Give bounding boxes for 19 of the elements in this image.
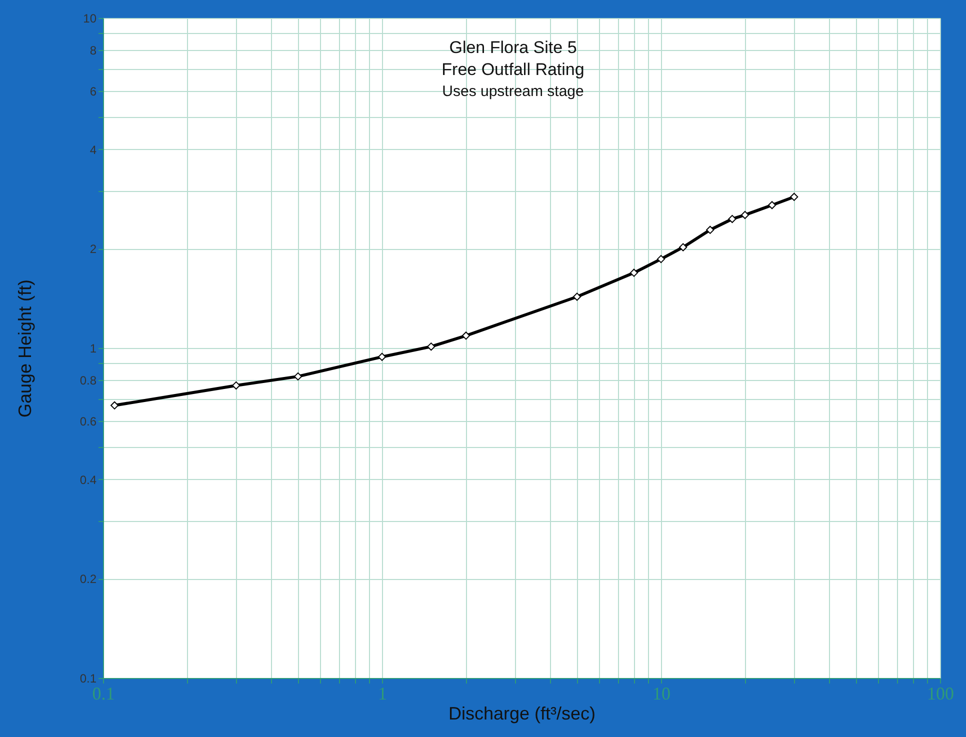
annotation: Uses upstream stage [442,83,584,100]
y-tick-label: 6 [90,84,97,99]
y-tick-label: 0.2 [80,572,97,586]
y-tick-label: 1 [90,342,97,356]
y-tick-label: 8 [90,43,97,58]
y-tick-label: 0.8 [80,373,97,388]
y-tick-label: 0.6 [80,414,97,429]
y-axis-title: Gauge Height (ft) [14,279,35,418]
y-tick-label: 0.4 [80,472,97,487]
x-tick-label: 1 [378,684,387,704]
y-tick-label: 10 [83,12,97,26]
text: Free Outfall Rating [442,60,584,79]
x-tick-label: 10 [652,684,670,704]
text: Glen Flora Site 5 [449,38,577,57]
y-tick-label: 0.1 [80,672,97,686]
x-tick-label: 100 [927,684,954,704]
y-tick-label: 4 [90,142,97,157]
y-tick-label: 2 [90,242,97,256]
x-axis-title: Discharge (ft³/sec) [448,704,596,724]
